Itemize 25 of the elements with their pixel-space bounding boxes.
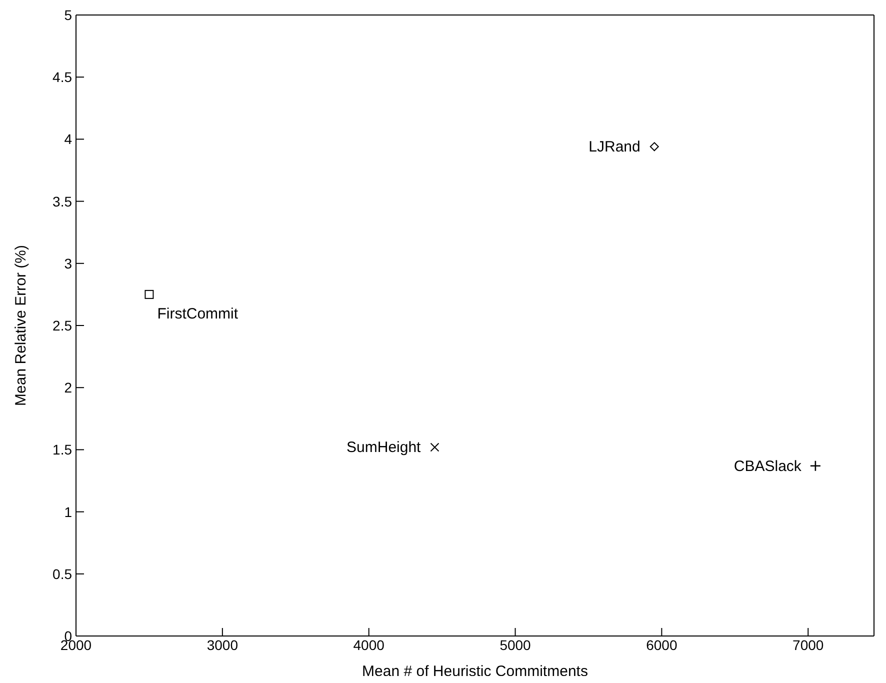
y-tick-label: 1 <box>64 504 72 520</box>
x-tick-label: 6000 <box>646 636 678 653</box>
point <box>144 290 154 299</box>
y-tick-label: 1.5 <box>52 442 72 458</box>
y-tick-label: 4 <box>64 131 72 148</box>
y-tick-label: 2.5 <box>52 317 72 334</box>
x-axis-title: Mean # of Heuristic Commitments <box>362 663 588 680</box>
y-tick-label: 5 <box>64 6 72 23</box>
x-tick-label: 7000 <box>792 636 824 653</box>
y-tick-label: 2 <box>64 380 72 396</box>
point <box>810 460 822 472</box>
y-tick-label: 0.5 <box>52 566 72 582</box>
point <box>650 142 659 152</box>
series-label: LJRand <box>588 138 640 156</box>
x-tick-label: 3000 <box>206 636 238 653</box>
y-axis-title: Mean Relative Error (%) <box>12 245 30 406</box>
x-tick-label: 4000 <box>353 636 385 653</box>
series-label: FirstCommit <box>157 305 239 322</box>
series-label: CBASlack <box>734 458 802 475</box>
x-tick-label: 5000 <box>500 636 532 653</box>
y-tick-label: 3 <box>64 255 72 272</box>
y-tick-label: 3.5 <box>52 193 72 210</box>
series-label: SumHeight <box>346 439 422 456</box>
point <box>430 442 440 452</box>
y-tick-label: 4.5 <box>52 69 72 86</box>
